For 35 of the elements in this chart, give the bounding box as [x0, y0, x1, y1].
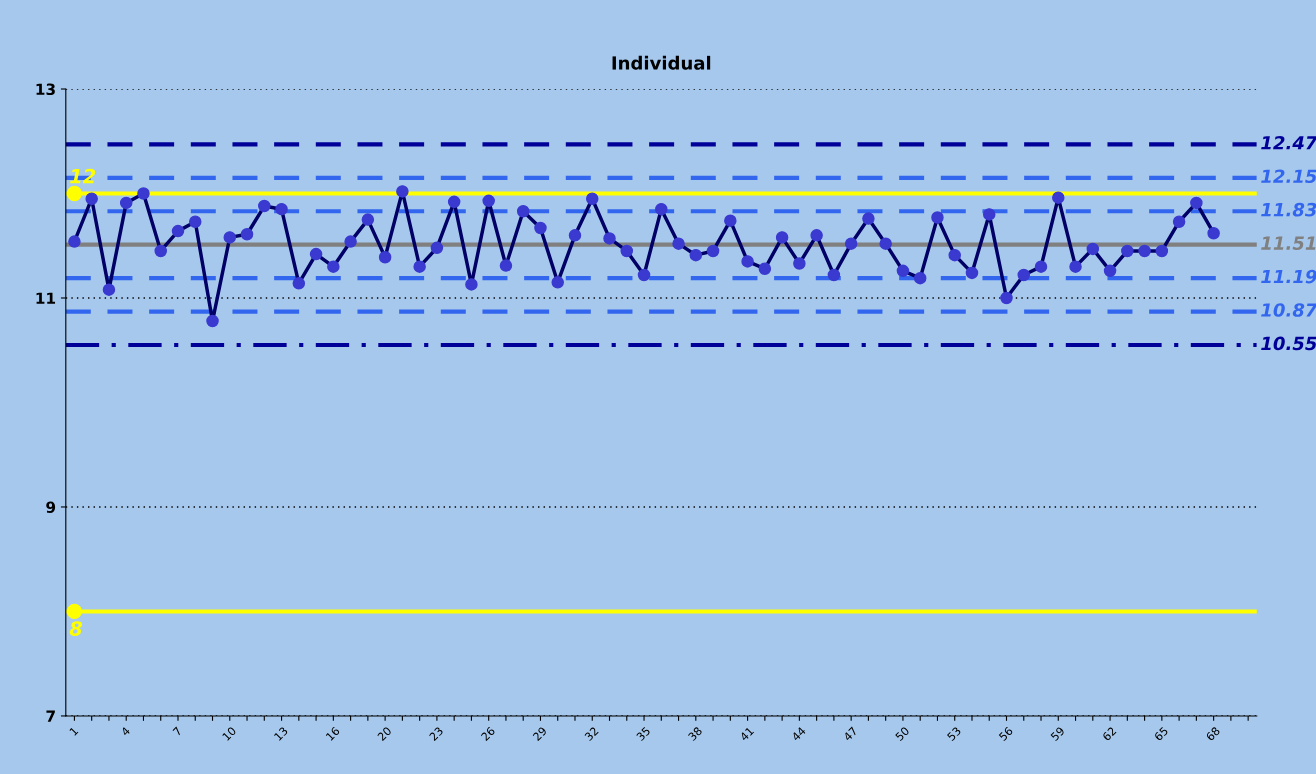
- y-tick-label: 13: [36, 83, 55, 96]
- x-tick-label: 59: [1050, 726, 1066, 742]
- x-tick-label: 10: [221, 726, 237, 741]
- x-tick-label: 38: [687, 726, 703, 742]
- x-tick-label: 4: [120, 726, 131, 737]
- ref-line-label: 11.51: [1261, 236, 1316, 250]
- y-tick-label: 11: [36, 292, 56, 304]
- x-tick-label: 44: [791, 726, 807, 742]
- x-tick-label: 26: [480, 726, 496, 742]
- ref-line-label: 11.83: [1261, 202, 1316, 217]
- x-tick-label: 53: [946, 726, 962, 742]
- y-tick-label: 7: [46, 710, 55, 722]
- x-tick-label: 65: [1153, 726, 1169, 742]
- ref-line-label: 8: [69, 621, 83, 636]
- ref-line-label: 11.19: [1261, 269, 1316, 284]
- x-tick-label: 13: [273, 726, 289, 741]
- x-tick-label: 41: [739, 726, 755, 742]
- x-tick-label: 50: [894, 726, 910, 742]
- x-tick-label: 1: [69, 726, 79, 736]
- x-tick-label: 29: [532, 726, 548, 742]
- chart-title: Individual: [612, 55, 711, 70]
- y-tick-label: 9: [46, 501, 56, 513]
- x-tick-label: 7: [172, 726, 182, 736]
- x-tick-label: 47: [842, 726, 858, 742]
- x-tick-label: 62: [1101, 726, 1117, 742]
- ref-line-label: 10.55: [1261, 336, 1316, 351]
- x-tick-label: 68: [1205, 726, 1221, 742]
- x-tick-label: 20: [377, 726, 392, 742]
- x-tick-label: 23: [428, 726, 444, 742]
- ref-line-label: 12.15: [1261, 169, 1316, 184]
- ref-line-label: 12: [70, 168, 96, 184]
- x-tick-label: 32: [584, 726, 599, 742]
- x-tick-label: 16: [325, 726, 341, 741]
- x-tick-label: 56: [998, 726, 1014, 742]
- x-tick-label: 35: [635, 726, 651, 742]
